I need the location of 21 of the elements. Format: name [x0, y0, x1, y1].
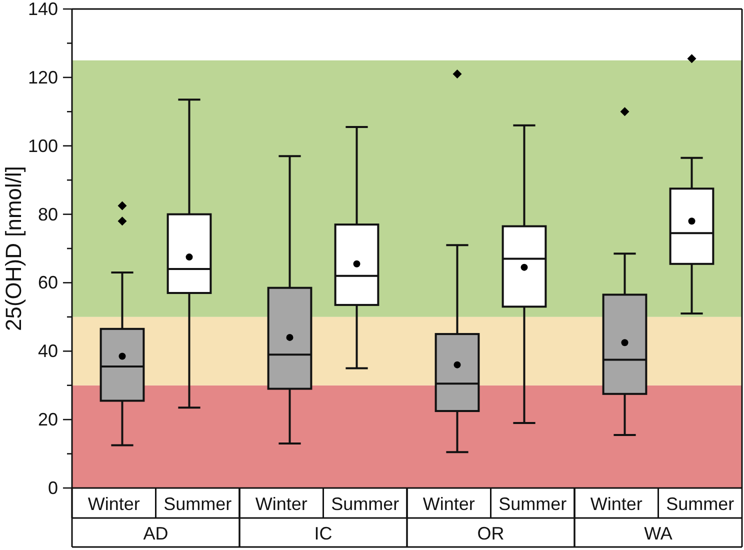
x-tick-label: WA: [644, 524, 672, 544]
legend-label: Winter: [255, 494, 308, 514]
x-tick-label: IC: [314, 524, 332, 544]
x-tick-label: OR: [477, 524, 504, 544]
y-tick-label: 20: [38, 410, 58, 430]
legend-label: Summer: [164, 494, 232, 514]
y-axis-title: 25(OH)D [nmol/l]: [0, 166, 26, 332]
x-tick-label: AD: [143, 524, 168, 544]
y-tick-label: 80: [38, 204, 58, 224]
y-tick-label: 140: [28, 0, 58, 19]
text: Winter: [590, 494, 642, 514]
text: Winter: [88, 494, 140, 514]
text: Summer: [498, 494, 567, 514]
y-tick-label: 100: [28, 136, 58, 156]
y-tick-label: 40: [38, 341, 58, 362]
y-tick-label: 0: [48, 478, 58, 498]
text: Summer: [331, 494, 400, 514]
y-tick-label: 60: [38, 272, 58, 293]
y-tick-label: 120: [28, 67, 58, 88]
text: Summer: [666, 494, 734, 514]
text: Winter: [422, 494, 475, 514]
